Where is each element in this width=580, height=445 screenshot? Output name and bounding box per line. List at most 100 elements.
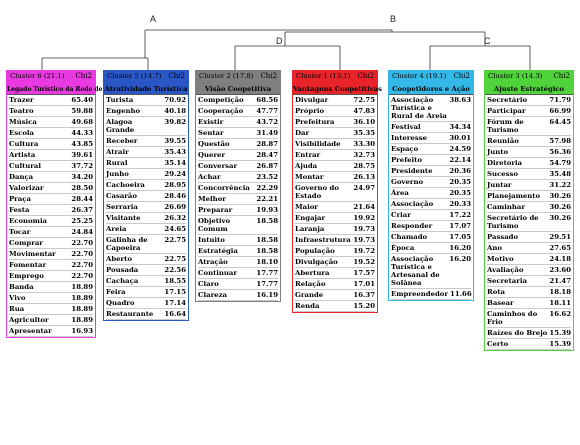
word-term: Turista [106,96,134,104]
word-term: Entrar [295,151,321,159]
cluster-3-table: Cluster 3 (14.3) Chi2 Ajuste Estratégico… [484,70,574,351]
word-term: Receber [106,137,138,145]
word-chi-value: 20.35 [449,178,471,186]
word-chi-value: 17.15 [164,288,186,296]
word-chi-value: 65.40 [71,96,93,104]
word-chi-value: 64.45 [549,118,571,126]
word-term: Fórum de Turismo [487,118,524,134]
word-term: Ajuda [295,162,318,170]
cluster-6-rows: Trazer 65.40 Teatro 59.88 Música 49.68 Escola 4… [7,95,95,337]
word-term: Caminhos do Frio [487,310,538,326]
word-chi-value: 19.52 [353,258,375,266]
word-row: Participar 66.99 [487,106,571,117]
word-row: Junho 29.24 [106,169,186,180]
word-term: Rua [9,305,25,313]
word-row: Caminhar 30.26 [487,202,571,213]
word-chi-value: 16.62 [549,310,571,318]
cluster-3-theme: Ajuste Estratégico [494,85,564,93]
word-term: Interesse [391,134,427,142]
cluster-5-chi-label: Chi2 [168,72,185,80]
word-term: Governo [391,178,424,186]
word-term: Restaurante [106,310,154,318]
word-chi-value: 17.14 [164,299,186,307]
word-term: Objetivo Comum [198,217,231,233]
word-row: Estratégia 18.58 [198,246,278,257]
word-term: Cooperação [198,107,244,115]
cluster-1-rows: Divulgar 72.75 Próprio 47.83 Prefeitura 36.10… [293,95,377,312]
word-term: Montar [295,173,324,181]
word-chi-value: 16.37 [353,291,375,299]
word-chi-value: 28.44 [71,195,93,203]
word-term: Visibilidade [295,140,341,148]
word-row: Ajuda 28.75 [295,161,375,172]
cluster-6-table: Cluster 6 (21.1) Chi2 Legado Turístico d… [6,70,144,338]
word-chi-value: 24.97 [353,184,375,192]
word-chi-value: 20.36 [449,167,471,175]
word-chi-value: 35.35 [353,129,375,137]
word-row: Melhor 22.21 [198,194,278,205]
cluster-4-rows: Associação Turística e Rural de Areia 38.… [389,95,473,300]
word-term: Festival [391,123,421,131]
word-term: Clareza [198,291,227,299]
word-row: Tocar 24.84 [9,227,93,238]
cluster-2-rows: Competição 68.56 Cooperação 47.77 Existir 43.… [196,95,280,301]
word-chi-value: 22.70 [71,261,93,269]
word-row: Agricultor 18.89 [9,315,93,326]
word-chi-value: 18.89 [71,283,93,291]
word-term: Praça [9,195,31,203]
word-chi-value: 28.87 [256,140,278,148]
word-chi-value: 30.26 [549,214,571,222]
word-chi-value: 17.77 [256,269,278,277]
word-row: Intuito 18.58 [198,235,278,246]
word-chi-value: 15.20 [353,302,375,310]
word-term: Continuar [198,269,238,277]
word-row: Época 16.20 [391,243,471,254]
word-row: Clareza 16.19 [198,290,278,301]
word-chi-value: 16.20 [449,255,471,263]
word-row: Relação 17.01 [295,279,375,290]
word-term: Cultural [9,162,42,170]
word-term: Espaço [391,145,419,153]
word-row: Divulgar 72.75 [295,95,375,106]
word-term: Empreendedor [391,290,449,298]
word-row: Visibilidade 33.30 [295,139,375,150]
word-row: Presidente 20.36 [391,166,471,177]
word-row: Competição 68.56 [198,95,278,106]
word-chi-value: 23.52 [256,173,278,181]
word-row: Galinha de Capoeira 22.75 [106,235,186,254]
word-row: Pousada 22.56 [106,265,186,276]
word-row: Associação 20.33 [391,199,471,210]
word-chi-value: 18.58 [256,247,278,255]
word-row: Secretário de Turismo 30.26 [487,213,571,232]
word-chi-value: 44.33 [71,129,93,137]
word-row: Continuar 17.77 [198,268,278,279]
word-chi-value: 26.87 [256,162,278,170]
word-chi-value: 19.73 [353,236,375,244]
word-row: Governo 20.35 [391,177,471,188]
cluster-6-chi-label: Chi2 [75,72,92,80]
word-chi-value: 18.55 [164,277,186,285]
word-term: Maior [295,203,318,211]
word-term: Artista [9,151,36,159]
word-chi-value: 17.05 [449,233,471,241]
word-row: Engenho 40.18 [106,106,186,117]
word-term: Economia [9,217,48,225]
word-chi-value: 19.73 [353,225,375,233]
word-chi-value: 22.56 [164,266,186,274]
word-row: Feira 17.15 [106,287,186,298]
word-row: Divulgação 19.52 [295,257,375,268]
word-term: Cultura [9,140,39,148]
word-row: Rota 18.18 [487,287,571,298]
cluster-2-theme: Visão Coopetitiva [204,85,272,93]
word-row: Receber 39.55 [106,136,186,147]
word-chi-value: 18.89 [71,294,93,302]
word-chi-value: 19.72 [353,247,375,255]
word-term: Rota [487,288,505,296]
word-chi-value: 22.21 [256,195,278,203]
word-chi-value: 24.84 [71,228,93,236]
word-row: Renda 15.20 [295,301,375,312]
word-term: Junho [106,170,129,178]
word-chi-value: 43.85 [71,140,93,148]
word-row: Trazer 65.40 [9,95,93,106]
word-term: Música [9,118,37,126]
